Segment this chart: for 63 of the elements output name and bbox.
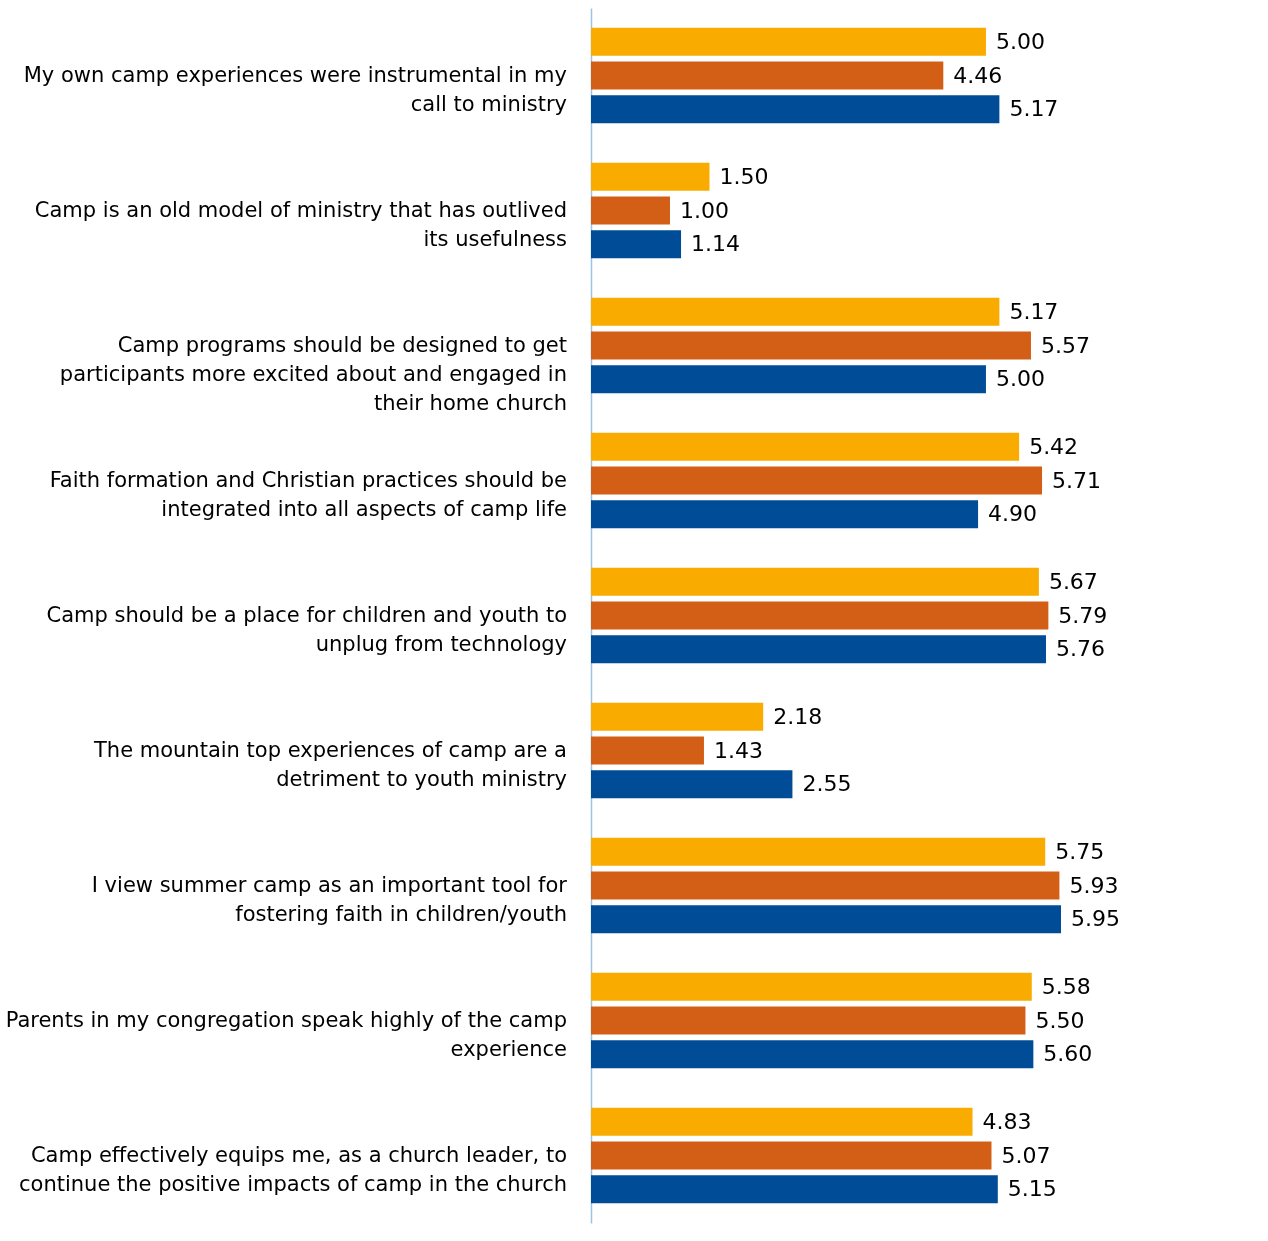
data-label: 5.57 bbox=[1040, 332, 1090, 358]
data-label: 5.67 bbox=[1048, 568, 1098, 594]
bar bbox=[591, 297, 1000, 326]
bar bbox=[591, 61, 944, 90]
y-tick-label: Faith formation and Christian practices should be integrated into all aspects of camp life bbox=[49, 467, 567, 521]
y-tick-label: Camp should be a place for children and youth to unplug from technology bbox=[46, 602, 567, 656]
data-label: 5.60 bbox=[1043, 1041, 1093, 1067]
bar bbox=[591, 770, 793, 799]
bar bbox=[591, 1175, 998, 1204]
bar bbox=[591, 837, 1046, 866]
y-tick-label: My own camp experiences were instrumental in my call to ministry bbox=[23, 62, 567, 116]
bar bbox=[591, 1141, 992, 1170]
data-label: 5.58 bbox=[1041, 973, 1091, 999]
data-label: 5.76 bbox=[1055, 636, 1105, 662]
data-label: 4.46 bbox=[953, 62, 1003, 88]
y-tick-label: The mountain top experiences of camp are a detriment to youth ministry bbox=[93, 737, 567, 791]
bar bbox=[591, 466, 1043, 495]
bar bbox=[591, 601, 1049, 630]
y-tick-label: Parents in my congregation speak highly of the camp experience bbox=[5, 1007, 567, 1061]
bar bbox=[591, 196, 670, 225]
data-label: 1.50 bbox=[719, 163, 769, 189]
data-label: 5.79 bbox=[1058, 602, 1108, 628]
y-tick-label: Camp effectively equips me, as a church leader, to continue the positive impacts of camp in the church bbox=[19, 1142, 567, 1196]
bar bbox=[591, 972, 1032, 1001]
data-label: 1.00 bbox=[679, 197, 729, 223]
bar bbox=[591, 1040, 1034, 1069]
bar bbox=[591, 95, 1000, 124]
bar bbox=[591, 365, 986, 394]
data-label: 5.00 bbox=[995, 28, 1045, 54]
data-label: 2.55 bbox=[802, 771, 852, 797]
bar bbox=[591, 500, 979, 529]
bar bbox=[591, 736, 704, 765]
bar bbox=[591, 567, 1039, 596]
bar bbox=[591, 702, 764, 731]
y-tick-label: Camp programs should be designed to get participants more excited about and engaged in their home church bbox=[59, 332, 567, 415]
data-label: 5.00 bbox=[995, 366, 1045, 392]
bar bbox=[591, 871, 1060, 900]
data-label: 5.75 bbox=[1055, 838, 1105, 864]
bar bbox=[591, 905, 1061, 934]
data-label: 5.17 bbox=[1009, 96, 1059, 122]
data-label: 5.93 bbox=[1069, 872, 1119, 898]
bar bbox=[591, 162, 710, 191]
data-label: 1.14 bbox=[691, 231, 741, 257]
bar bbox=[591, 635, 1046, 664]
data-label: 5.17 bbox=[1009, 298, 1059, 324]
y-tick-label: Camp is an old model of ministry that has outlived its usefulness bbox=[34, 197, 567, 251]
bar bbox=[591, 27, 986, 56]
bar bbox=[591, 331, 1031, 360]
data-label: 1.43 bbox=[713, 737, 763, 763]
bar bbox=[591, 1006, 1026, 1035]
y-tick-label: I view summer camp as an important tool for fostering faith in children/youth bbox=[91, 872, 568, 926]
data-label: 5.50 bbox=[1035, 1007, 1085, 1033]
data-label: 5.71 bbox=[1052, 467, 1102, 493]
bar bbox=[591, 230, 682, 259]
bar bbox=[591, 432, 1020, 461]
data-label: 4.90 bbox=[988, 501, 1038, 527]
data-label: 5.95 bbox=[1071, 906, 1120, 932]
data-label: 5.07 bbox=[1001, 1142, 1051, 1168]
bar bbox=[591, 1107, 973, 1136]
data-label: 5.42 bbox=[1029, 433, 1079, 459]
data-label: 4.83 bbox=[982, 1108, 1032, 1134]
data-label: 2.18 bbox=[773, 703, 823, 729]
data-label: 5.15 bbox=[1007, 1176, 1057, 1202]
